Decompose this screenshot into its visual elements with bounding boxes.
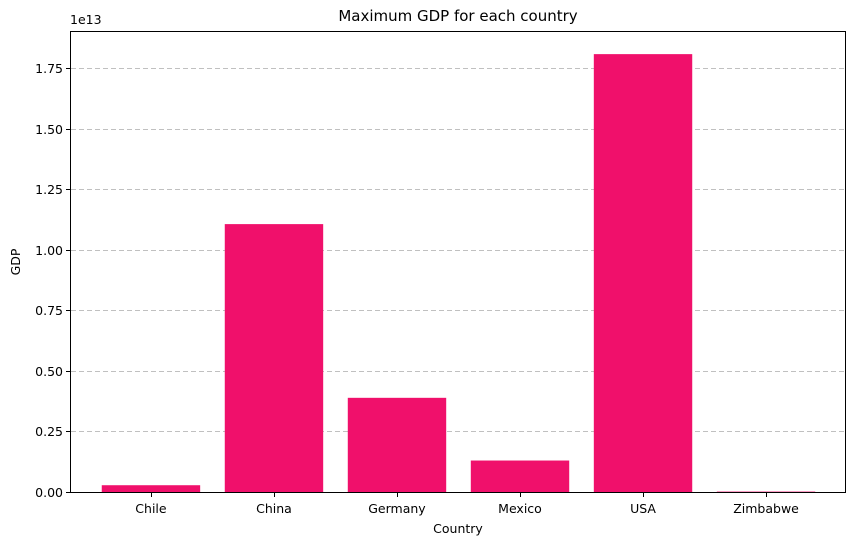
bar-germany — [347, 397, 447, 492]
x-tick-label: USA — [630, 501, 656, 516]
bar-usa — [593, 54, 693, 493]
axes — [70, 31, 846, 493]
y-tick-label: 0.25 — [35, 424, 63, 439]
y-tick-label: 0.75 — [35, 303, 63, 318]
chart-title: Maximum GDP for each country — [338, 7, 577, 25]
x-tick-label: Zimbabwe — [733, 501, 799, 516]
bar-mexico — [470, 460, 570, 492]
ticks: 0.00 0.25 0.50 0.75 1.00 1.25 1.50 1.75 Chile Chi… — [35, 61, 799, 516]
y-tick-label: 0.00 — [35, 485, 63, 500]
x-tick-label: China — [256, 501, 292, 516]
bar-chile — [101, 485, 201, 492]
plot-frame — [70, 31, 846, 493]
y-tick-label: 1.00 — [35, 243, 63, 258]
grid-lines — [71, 68, 846, 432]
y-tick-label: 1.25 — [35, 182, 63, 197]
y-tick-label: 1.50 — [35, 122, 63, 137]
x-axis-label: Country — [433, 521, 483, 536]
bar-china — [224, 224, 324, 492]
y-tick-label: 1.75 — [35, 61, 63, 76]
y-axis-offset-label: 1e13 — [70, 12, 102, 27]
bars — [101, 54, 816, 493]
x-tick-label: Mexico — [498, 501, 542, 516]
x-tick-label: Chile — [135, 501, 167, 516]
x-tick-label: Germany — [368, 501, 426, 516]
y-tick-label: 0.50 — [35, 364, 63, 379]
y-axis-label: GDP — [8, 248, 23, 275]
